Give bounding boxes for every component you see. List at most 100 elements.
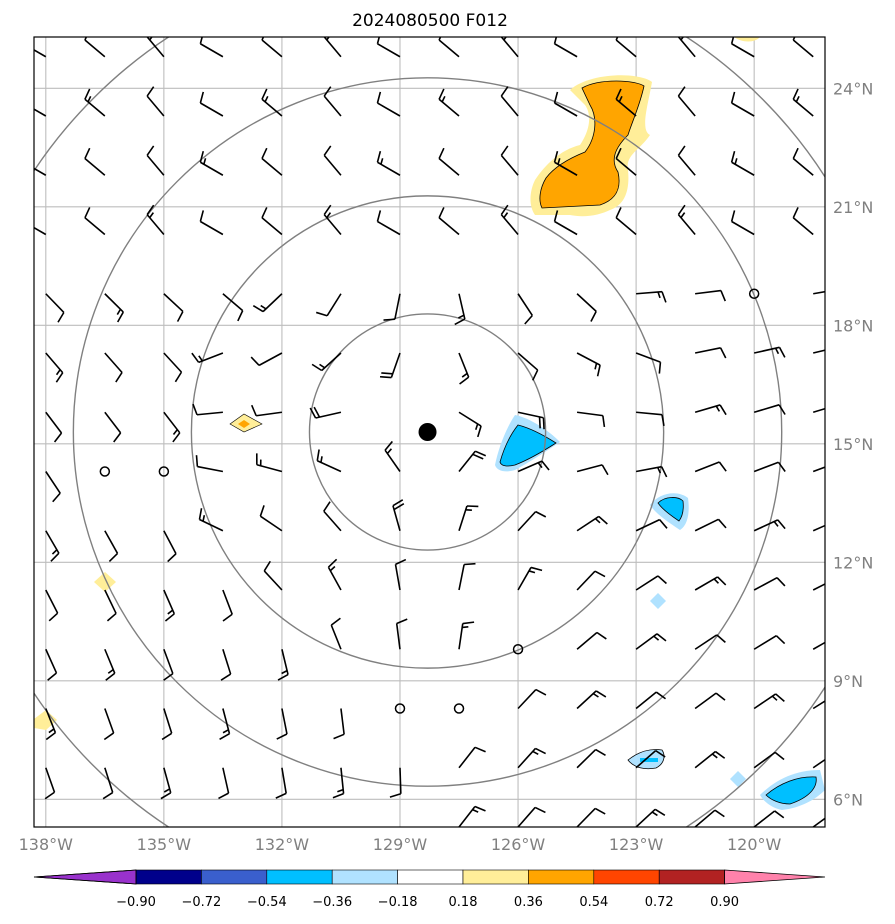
wind-barb	[458, 562, 476, 591]
range-rings	[34, 37, 825, 827]
wind-barb	[323, 204, 342, 236]
wind-barb	[695, 289, 727, 302]
wind-barb	[199, 91, 224, 117]
wind-barb	[792, 207, 814, 236]
colorbar-label: 0.72	[645, 895, 674, 910]
negative-anomaly-core	[765, 776, 817, 805]
wind-barb	[753, 404, 786, 415]
lat-tick-label: 9°N	[833, 672, 863, 691]
wind-barb	[84, 88, 106, 117]
colorbar-label: 0.36	[514, 895, 543, 910]
lon-tick-label: 138°W	[19, 835, 74, 854]
wind-barb	[636, 290, 667, 303]
wind-barb	[384, 440, 401, 472]
lon-tick-label: 126°W	[491, 835, 546, 854]
wind-barb	[250, 404, 283, 417]
wind-barb	[635, 352, 662, 374]
wind-barb	[163, 352, 183, 383]
wind-barb	[340, 826, 342, 827]
calm-wind-marker	[453, 703, 465, 714]
wind-barb	[323, 501, 342, 532]
wind-barb	[694, 461, 727, 473]
wind-barb	[45, 530, 60, 562]
wind-barb	[635, 518, 668, 532]
wind-barb	[261, 207, 283, 236]
wind-barb	[677, 204, 696, 236]
wind-barb	[218, 767, 230, 800]
wind-barb	[576, 352, 601, 377]
map-area	[34, 37, 825, 827]
colorbar-extend-low	[33, 869, 137, 885]
wind-barb	[102, 767, 114, 800]
negative-anomaly-spot	[650, 593, 666, 609]
colorbar-label: −0.18	[378, 895, 418, 910]
wind-barb	[199, 210, 224, 236]
wind-barb	[730, 210, 755, 236]
wind-barb	[45, 352, 64, 383]
colorbar-label: −0.90	[116, 895, 156, 910]
wind-barb	[146, 86, 165, 117]
wind-barb	[323, 86, 342, 117]
colorbar-swatch	[201, 869, 268, 885]
wind-barb	[753, 461, 786, 473]
lat-tick-label: 18°N	[833, 316, 873, 335]
lat-tick-label: 12°N	[833, 553, 873, 572]
wind-barb	[261, 88, 283, 117]
wind-barb	[694, 634, 726, 650]
wind-barb	[146, 204, 165, 236]
wind-barb	[500, 145, 519, 176]
positive-anomaly-spot	[34, 710, 57, 730]
lon-tick-label: 135°W	[137, 835, 192, 854]
wind-barb	[576, 570, 606, 591]
colorbar-label: 0.18	[449, 895, 478, 910]
calm-wind-marker	[158, 466, 170, 477]
wind-barb	[160, 767, 172, 800]
wind-barb	[104, 293, 124, 323]
wind-barb	[104, 826, 106, 827]
wind-barb	[222, 293, 244, 322]
wind-barb	[263, 560, 283, 591]
wind-barb	[45, 471, 61, 503]
wind-barb	[753, 693, 785, 710]
wind-barb	[199, 37, 224, 58]
wind-barb	[45, 293, 65, 323]
chart-title: 2024080500 F012	[352, 11, 508, 31]
wind-barb	[753, 810, 785, 827]
wind-barb	[376, 210, 401, 236]
range-ring	[72, 77, 783, 787]
wind-barb	[635, 749, 666, 769]
negative-anomaly-spot	[730, 771, 746, 787]
wind-barb	[389, 767, 402, 798]
calm-wind-marker	[394, 703, 406, 714]
wind-barb	[753, 519, 786, 532]
colorbar-label: −0.36	[312, 895, 352, 910]
storm-center-marker	[418, 423, 437, 441]
wind-barb	[517, 460, 550, 473]
wind-barb	[517, 352, 539, 381]
lon-tick-label: 120°W	[727, 835, 782, 854]
wind-barb	[376, 91, 401, 117]
colorbar-label: −0.54	[247, 895, 287, 910]
wind-barb	[163, 530, 177, 563]
wind-barb	[332, 767, 345, 799]
wind-barb	[454, 293, 466, 326]
wind-barb	[694, 750, 726, 769]
wind-barb	[146, 145, 165, 176]
wind-barb	[163, 589, 176, 622]
wind-barb	[517, 688, 547, 710]
wind-barb	[517, 293, 533, 325]
wind-barb	[576, 464, 609, 476]
negative-anomaly-core	[640, 758, 658, 762]
wind-barb	[195, 455, 224, 473]
wind-barb	[576, 631, 607, 650]
wind-barb	[220, 649, 232, 681]
lon-tick-label: 132°W	[255, 835, 310, 854]
wind-barb	[198, 508, 224, 532]
colorbar-swatch	[266, 869, 333, 885]
wind-barb	[45, 708, 57, 741]
negative-anomaly-core	[657, 497, 684, 522]
wind-barb	[813, 349, 825, 354]
wind-barb	[677, 145, 696, 176]
colorbar-swatch	[658, 869, 725, 885]
wind-barb	[576, 293, 597, 322]
